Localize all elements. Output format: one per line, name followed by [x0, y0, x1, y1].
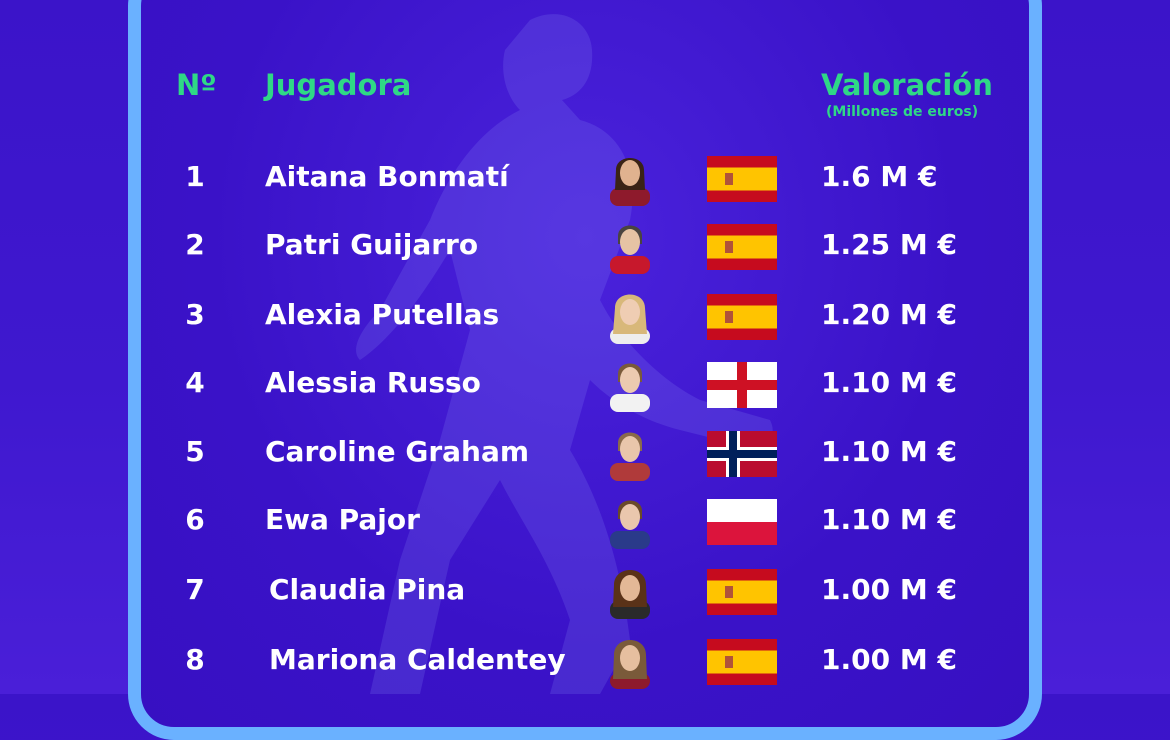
norway-flag-icon: [707, 431, 777, 477]
column-header-value-unit: (Millones de euros): [826, 104, 979, 120]
spain-flag-icon: [707, 569, 777, 615]
column-header-value: Valoración: [821, 68, 993, 102]
column-header-player: Jugadora: [265, 68, 412, 102]
rank-number: 1: [185, 160, 205, 193]
table-row: 3 Alexia Putellas 1.20 M €: [0, 288, 1170, 348]
table-row: 1 Aitana Bonmatí 1.6 M €: [0, 150, 1170, 210]
column-header-number: Nº: [176, 68, 217, 102]
rank-number: 6: [185, 503, 205, 536]
market-value: 1.6 M €: [821, 160, 938, 193]
player-avatar-icon: [610, 570, 650, 619]
poland-flag-icon: [707, 499, 777, 545]
player-name: Ewa Pajor: [265, 503, 420, 536]
market-value: 1.20 M €: [821, 298, 957, 331]
table-row: 8 Mariona Caldentey 1.00 M €: [0, 633, 1170, 693]
player-name: Alexia Putellas: [265, 298, 500, 331]
player-avatar-icon: [610, 158, 650, 206]
player-avatar-icon: [610, 432, 650, 481]
spain-flag-icon: [707, 294, 777, 340]
market-value: 1.25 M €: [821, 228, 957, 261]
player-name: Alessia Russo: [265, 366, 481, 399]
player-avatar-icon: [610, 294, 650, 344]
table-row: 5 Caroline Graham 1.10 M €: [0, 425, 1170, 485]
rank-number: 2: [185, 228, 205, 261]
market-value: 1.00 M €: [821, 643, 957, 676]
market-value: 1.10 M €: [821, 366, 957, 399]
rank-number: 7: [185, 573, 205, 606]
spain-flag-icon: [707, 224, 777, 270]
market-value: 1.10 M €: [821, 435, 957, 468]
england-flag-icon: [707, 362, 777, 408]
market-value: 1.00 M €: [821, 573, 957, 606]
player-avatar-icon: [610, 225, 650, 274]
player-avatar-icon: [610, 500, 650, 549]
player-avatar-icon: [610, 363, 650, 412]
player-name: Claudia Pina: [269, 573, 466, 606]
table-row: 7 Claudia Pina 1.00 M €: [0, 563, 1170, 623]
spain-flag-icon: [707, 639, 777, 685]
table-row: 4 Alessia Russo 1.10 M €: [0, 356, 1170, 416]
table-row: 2 Patri Guijarro 1.25 M €: [0, 218, 1170, 278]
player-name: Aitana Bonmatí: [265, 160, 509, 193]
player-avatar-icon: [610, 640, 650, 689]
player-name: Patri Guijarro: [265, 228, 479, 261]
rank-number: 5: [185, 435, 205, 468]
rank-number: 4: [185, 366, 205, 399]
player-silhouette: [356, 14, 773, 694]
table-row: 6 Ewa Pajor 1.10 M €: [0, 493, 1170, 553]
player-name: Mariona Caldentey: [269, 643, 566, 676]
spain-flag-icon: [707, 156, 777, 202]
rank-number: 8: [185, 643, 205, 676]
player-name: Caroline Graham: [265, 435, 530, 468]
rank-number: 3: [185, 298, 205, 331]
market-value: 1.10 M €: [821, 503, 957, 536]
